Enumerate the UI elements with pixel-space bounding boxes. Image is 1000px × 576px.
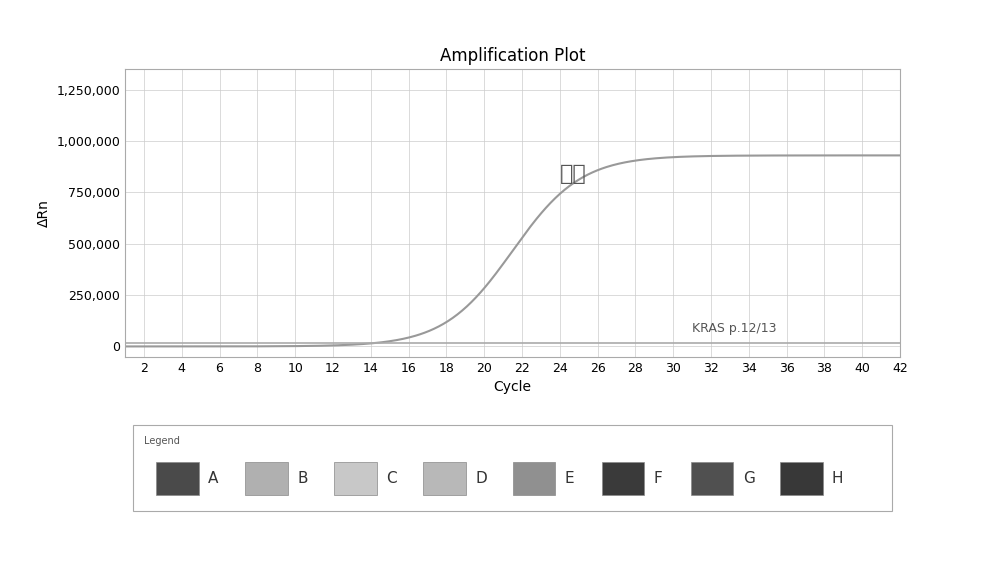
Text: D: D	[475, 471, 487, 486]
FancyBboxPatch shape	[156, 463, 199, 495]
Y-axis label: ΔRn: ΔRn	[37, 199, 51, 227]
FancyBboxPatch shape	[780, 463, 823, 495]
Text: Legend: Legend	[144, 436, 180, 446]
FancyBboxPatch shape	[133, 425, 892, 511]
Title: Amplification Plot: Amplification Plot	[440, 47, 585, 65]
Text: E: E	[564, 471, 574, 486]
FancyBboxPatch shape	[512, 463, 555, 495]
FancyBboxPatch shape	[334, 463, 377, 495]
Text: G: G	[743, 471, 755, 486]
FancyBboxPatch shape	[691, 463, 733, 495]
Text: B: B	[297, 471, 308, 486]
Text: 参考: 参考	[560, 164, 587, 184]
Text: A: A	[208, 471, 218, 486]
FancyBboxPatch shape	[602, 463, 644, 495]
FancyBboxPatch shape	[245, 463, 288, 495]
FancyBboxPatch shape	[423, 463, 466, 495]
Text: H: H	[832, 471, 843, 486]
Text: F: F	[654, 471, 662, 486]
Text: KRAS p.12/13: KRAS p.12/13	[692, 323, 777, 335]
Text: C: C	[386, 471, 397, 486]
X-axis label: Cycle: Cycle	[494, 380, 532, 394]
